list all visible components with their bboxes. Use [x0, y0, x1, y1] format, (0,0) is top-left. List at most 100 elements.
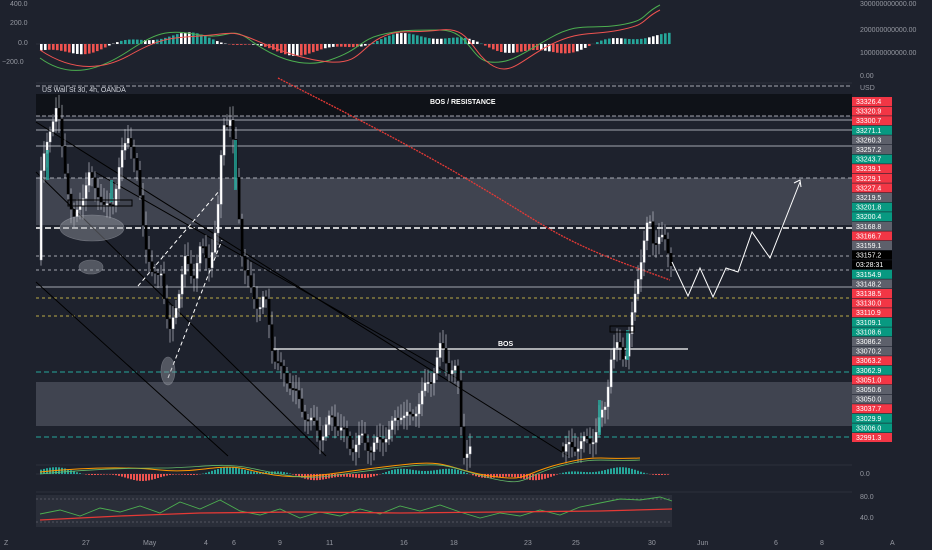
price-label[interactable]: 33110.9: [856, 310, 881, 317]
candle[interactable]: [258, 307, 262, 310]
candle[interactable]: [186, 255, 190, 265]
candle[interactable]: [651, 221, 655, 244]
candle[interactable]: [468, 446, 472, 455]
candle[interactable]: [417, 403, 421, 415]
candle[interactable]: [360, 433, 364, 436]
price-label[interactable]: 33229.1: [856, 176, 881, 183]
candle[interactable]: [384, 439, 388, 443]
candle[interactable]: [123, 142, 127, 151]
candle[interactable]: [132, 146, 136, 159]
candle[interactable]: [636, 279, 640, 295]
candle[interactable]: [438, 343, 442, 358]
candle[interactable]: [426, 382, 430, 384]
candle[interactable]: [39, 170, 43, 261]
candle[interactable]: [372, 442, 376, 452]
candle[interactable]: [231, 120, 235, 140]
price-label[interactable]: 32991.3: [856, 435, 881, 442]
candle[interactable]: [222, 125, 226, 156]
price-label[interactable]: 33086.2: [856, 339, 881, 346]
price-label[interactable]: 33219.5: [856, 195, 881, 202]
candle[interactable]: [183, 255, 187, 275]
price-label[interactable]: 33130.0: [856, 301, 881, 308]
main-price-pane[interactable]: BOS / RESISTANCE BOS US Wall St 30, 4: [35, 77, 892, 471]
liquidity-ellipse[interactable]: [160, 356, 176, 386]
candle[interactable]: [435, 357, 439, 374]
candle[interactable]: [144, 225, 148, 250]
price-label[interactable]: 33239.1: [856, 166, 881, 173]
candle[interactable]: [243, 255, 247, 271]
candle[interactable]: [606, 386, 610, 408]
candle[interactable]: [666, 238, 670, 254]
candle[interactable]: [579, 441, 583, 450]
candle[interactable]: [192, 275, 196, 279]
candle[interactable]: [69, 193, 73, 210]
candle[interactable]: [393, 417, 397, 421]
candle[interactable]: [567, 441, 571, 445]
candle[interactable]: [459, 380, 463, 428]
upper-supply-zone[interactable]: [36, 178, 852, 225]
candle[interactable]: [381, 438, 385, 443]
candle[interactable]: [645, 222, 649, 241]
candle[interactable]: [141, 195, 145, 226]
candle[interactable]: [288, 383, 292, 389]
candle[interactable]: [642, 240, 646, 263]
candle[interactable]: [366, 442, 370, 451]
candle[interactable]: [57, 107, 61, 120]
candle[interactable]: [669, 253, 673, 267]
candle[interactable]: [117, 167, 121, 190]
candle[interactable]: [147, 249, 151, 262]
candle[interactable]: [327, 415, 331, 425]
candle[interactable]: [312, 417, 316, 421]
candle[interactable]: [267, 298, 271, 325]
price-label[interactable]: 33201.8: [856, 205, 881, 212]
price-label[interactable]: 33063.2: [856, 358, 881, 365]
candle[interactable]: [291, 388, 295, 391]
candle[interactable]: [369, 450, 373, 453]
candle[interactable]: [285, 372, 289, 384]
candle[interactable]: [114, 188, 118, 206]
candle[interactable]: [225, 125, 229, 128]
candle[interactable]: [363, 433, 367, 443]
price-label[interactable]: 33260.3: [856, 137, 881, 144]
candle[interactable]: [396, 417, 400, 421]
candle[interactable]: [351, 448, 355, 453]
candle[interactable]: [102, 201, 106, 205]
candle[interactable]: [387, 429, 391, 440]
candle[interactable]: [348, 435, 352, 449]
candle[interactable]: [375, 437, 379, 443]
order-block-box[interactable]: [67, 199, 133, 207]
candle[interactable]: [582, 436, 586, 442]
candle[interactable]: [297, 390, 301, 400]
candle[interactable]: [216, 203, 220, 234]
candle[interactable]: [441, 343, 445, 349]
candle[interactable]: [66, 173, 70, 195]
candle[interactable]: [240, 218, 244, 257]
candle[interactable]: [153, 271, 157, 274]
candle[interactable]: [609, 359, 613, 388]
price-label[interactable]: 33050.6: [856, 387, 881, 394]
candle[interactable]: [129, 138, 133, 148]
candle[interactable]: [444, 348, 448, 364]
candle[interactable]: [378, 437, 382, 440]
candle[interactable]: [594, 432, 598, 443]
candle[interactable]: [303, 411, 307, 420]
candle[interactable]: [213, 232, 217, 253]
candle[interactable]: [279, 362, 283, 367]
candle[interactable]: [51, 121, 55, 132]
candle[interactable]: [84, 185, 88, 199]
price-label[interactable]: 33138.5: [856, 291, 881, 298]
candle[interactable]: [456, 365, 460, 381]
price-label[interactable]: 33243.7: [856, 157, 881, 164]
candle[interactable]: [450, 370, 454, 375]
candle[interactable]: [120, 150, 124, 168]
candle[interactable]: [561, 446, 565, 452]
candle[interactable]: [48, 131, 52, 143]
candle[interactable]: [621, 346, 625, 360]
candle[interactable]: [315, 420, 319, 431]
price-axis[interactable]: 33326.4 33320.9 33300.7 33271.1 33260.3 33257…: [852, 97, 892, 442]
candle[interactable]: [255, 298, 259, 309]
candle[interactable]: [63, 145, 67, 174]
candle[interactable]: [270, 324, 274, 351]
candle[interactable]: [138, 170, 142, 196]
